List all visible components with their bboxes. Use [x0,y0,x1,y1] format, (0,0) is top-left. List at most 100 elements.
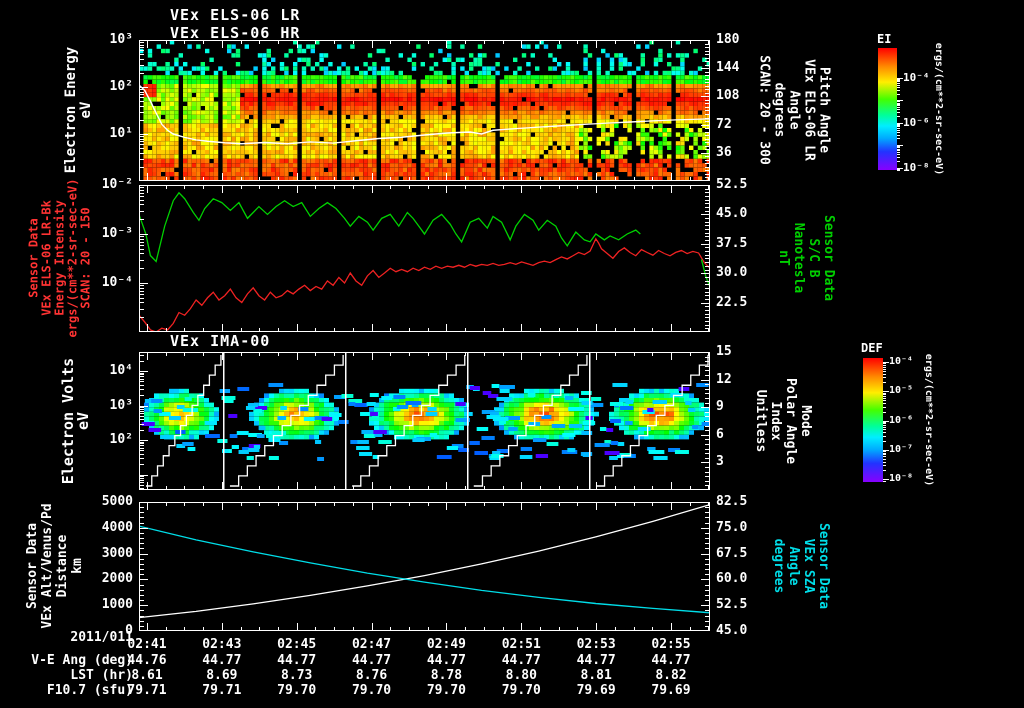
colorbar3-units: ergs/(cm**2-sr-sec-eV) [922,354,934,486]
panel3-right-axis-label: Mode Polar Angle Index Unitless [753,378,813,464]
panel3-right-tick-label: 15 [716,344,732,359]
panel3-y-tick-label: 10⁴ [109,363,133,378]
panel2-right-tick-label: 45.0 [716,206,748,222]
panel1-y-axis-label: Electron Energy eV [63,46,94,174]
time-tick-label: 02:45 [277,637,317,652]
panel1-right-tick-label: 72 [716,116,732,132]
table-cell: 44.76 [127,653,167,668]
table-row-label: V-E Ang (deg) [31,653,133,668]
panel2-right-tick-label: 30.0 [716,265,748,281]
els-spectrogram-plot [139,40,710,181]
colorbar3-title: DEF [861,341,883,355]
panel1-title-hr: VEx ELS-06 HR [170,24,301,42]
colorbar1-units: ergs/(cm**2-sr-sec-eV) [932,43,944,175]
panel1-right-tick-label: 108 [716,88,740,104]
colorbar3-tick-label: 10⁻⁸ [889,473,914,485]
panel2-y-tick-label: 10⁻⁴ [101,275,133,290]
table-cell: 79.70 [501,683,541,698]
panel1-y-tick-label: 10² [109,79,133,94]
panel1-y-tick-label: 10¹ [109,126,133,141]
panel4-right-tick-label: 60.0 [716,571,748,587]
panel3-y-axis-label-line-1: eV [74,411,92,431]
panel4-right-axis-label-line-0: Sensor Data [816,522,831,610]
table-cell: 8.73 [281,668,313,683]
panel4-right-axis-label-line-1: VEx SZA [801,538,816,594]
time-tick-label: 02:51 [501,637,541,652]
panel1-right-axis-label-line-3: degrees [771,82,787,138]
panel1-y-axis-label-line-0: Electron Energy [63,46,79,174]
panel3-right-tick-label: 3 [716,454,724,470]
table-cell: 44.77 [426,653,466,668]
table-cell: 79.71 [202,683,242,698]
panel4-y-tick-label: 5000 [101,494,133,509]
table-cell: 79.69 [576,683,616,698]
altitude-sza-plot [139,502,710,631]
colorbar3-units-line-0: ergs/(cm**2-sr-sec-eV) [923,353,934,487]
panel4-y-tick-label: 0 [125,623,133,638]
table-cell: 44.77 [576,653,616,668]
table-cell: 8.80 [505,668,537,683]
panel2-right-tick-label: 37.5 [716,235,748,251]
panel2-right-axis-label-line-1: S/C B [806,238,821,278]
table-cell: 8.61 [131,668,163,683]
table-cell: 79.71 [127,683,167,698]
panel3-y-tick-label: 10³ [109,397,133,413]
panel2-right-tick-label: 22.5 [716,294,748,310]
panel4-y-axis-label: Sensor Data VEx Alt/Venus/Pd Distance km [25,503,85,628]
panel4-right-axis-label-line-3: degrees [771,538,786,594]
panel3-right-axis-label-line-2: Index [768,401,783,441]
colorbar1-tick-label: 10⁻⁶ [903,115,930,129]
panel3-right-tick-label: 6 [716,426,724,442]
colorbar3-tick-label: 10⁻⁵ [889,385,914,397]
table-row-label: LST (hr) [70,668,133,683]
colorbar3-tick-label: 10⁻⁷ [889,443,914,455]
panel2-right-axis-label-line-0: Sensor Data [821,214,836,302]
panel4-y-axis-label-line-3: km [70,558,85,574]
table-cell: 44.77 [651,653,691,668]
table-cell: 79.70 [351,683,392,698]
panel1-y-tick-label: 10³ [109,32,133,47]
table-cell: 8.78 [430,668,463,683]
panel2-y-tick-label: 10⁻² [101,177,133,192]
panel4-right-tick-label: 75.0 [716,519,748,535]
panel3-right-axis-label-line-3: Unitless [753,389,768,453]
panel4-y-axis-label-line-2: Distance [55,534,70,598]
panel2-right-axis-label: Sensor Data S/C B Nanotesla nT [776,215,836,301]
panel1-title-lr: VEx ELS-06 LR [170,6,301,24]
time-tick-label: 02:49 [426,637,466,652]
table-cell: 44.77 [501,653,541,668]
panel1-right-axis-label-line-4: SCAN: 20 - 300 [756,55,772,165]
panel4-y-tick-label: 4000 [101,519,133,535]
colorbar1-title: EI [877,32,892,46]
colorbar3-tick-label: 10⁻⁶ [889,414,914,426]
panel2-y-axis-label-line-4: SCAN: 20 - 150 [78,207,93,309]
panel3-y-tick-label: 10² [109,432,133,447]
panel4-y-axis-label-line-1: VEx Alt/Venus/Pd [40,503,55,629]
table-cell: 8.82 [655,668,687,683]
panel1-right-axis-label-line-1: VEx ELS-06 LR [801,59,817,161]
panel3-right-tick-label: 12 [716,371,732,387]
panel2-right-tick-label: 52.5 [716,177,748,192]
panel4-right-tick-label: 67.5 [716,545,748,561]
panel4-y-axis-label-line-0: Sensor Data [25,522,40,610]
table-cell: 8.69 [206,668,238,683]
time-tick-label: 02:53 [576,637,616,652]
time-tick-label: 02:55 [651,637,691,652]
table-cell: 44.77 [351,653,392,668]
table-cell: 8.81 [580,668,612,683]
panel2-y-tick-label: 10⁻³ [101,226,133,241]
table-cell: 44.77 [202,653,242,668]
table-cell: 8.76 [355,668,388,683]
table-cell: 79.69 [651,683,691,698]
table-cell: 44.77 [277,653,317,668]
panel2-right-axis-label-line-2: Nanotesla [791,222,806,294]
panel4-y-tick-label: 2000 [101,571,133,587]
panel4-y-tick-label: 1000 [101,597,133,613]
panel1-right-axis-label-line-0: Pitch Angle [816,66,832,154]
table-cell: 79.70 [426,683,466,698]
panel2-y-axis-label: Sensor Data VEx ELS-06 LR-Bk Energy Intens… [27,179,93,338]
panel4-right-tick-label: 45.0 [716,623,748,638]
panel3-right-tick-label: 9 [716,399,724,415]
panel1-right-tick-label: 144 [716,60,740,76]
